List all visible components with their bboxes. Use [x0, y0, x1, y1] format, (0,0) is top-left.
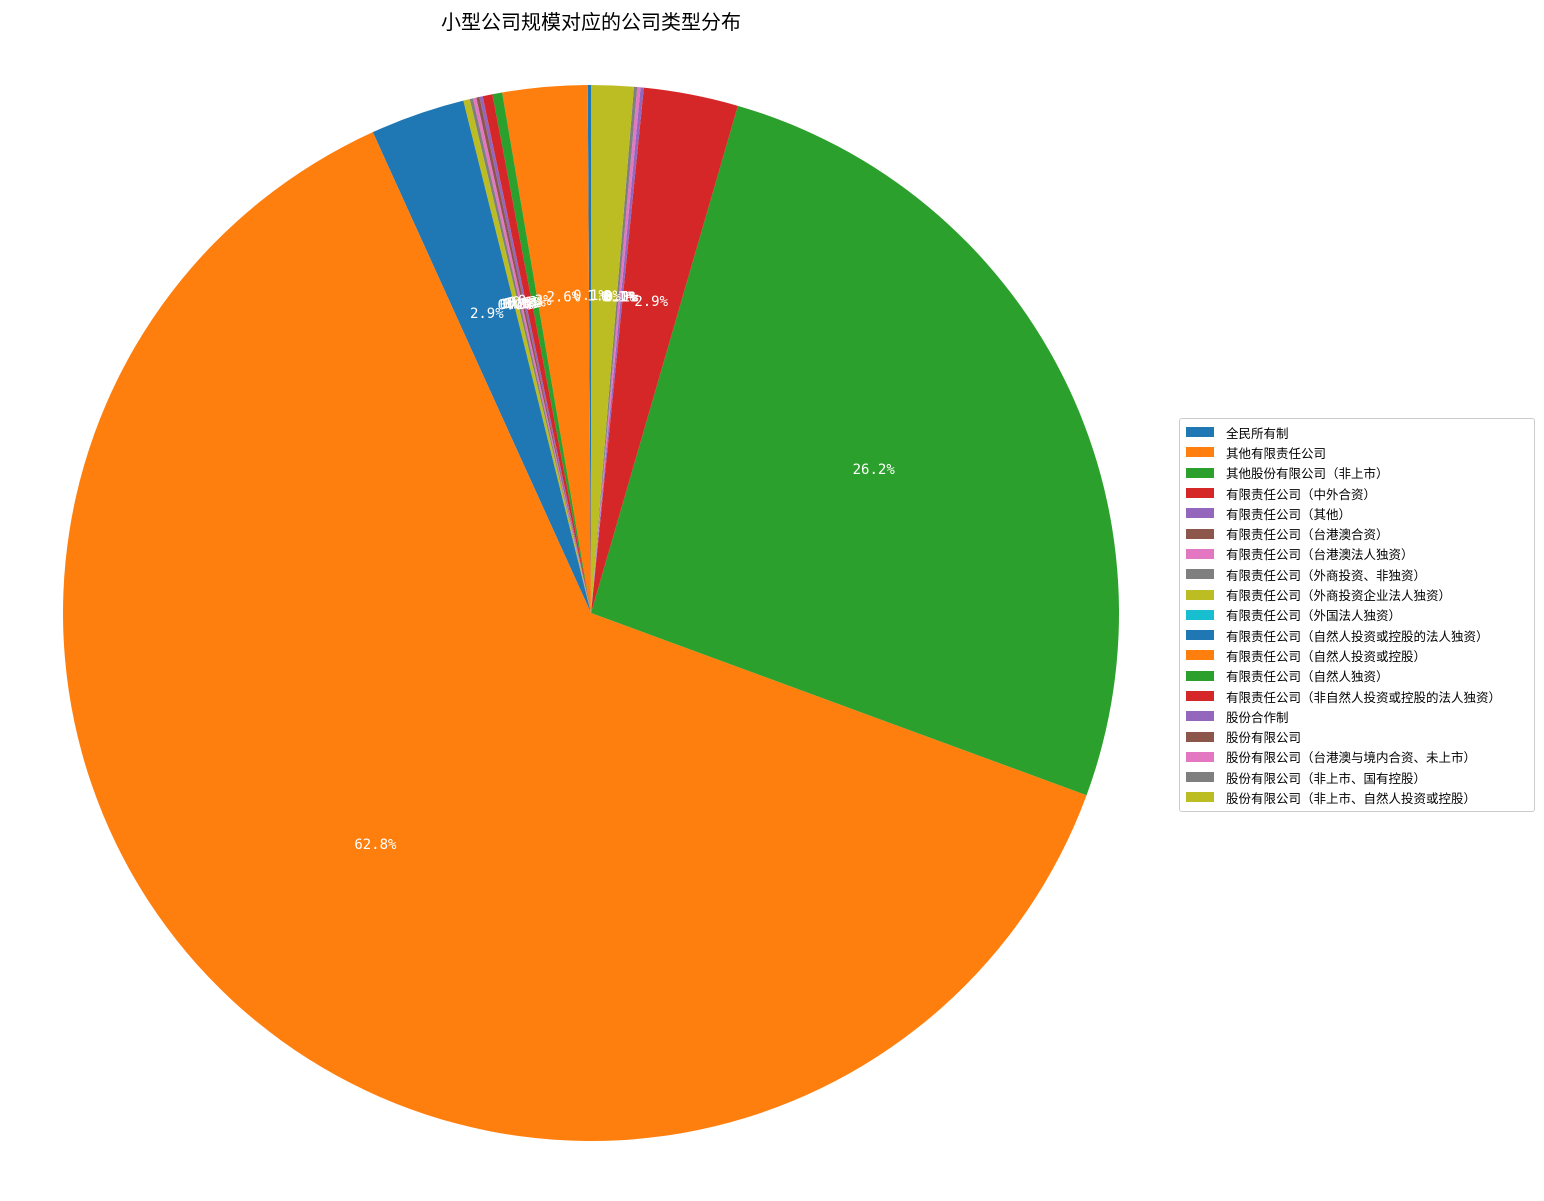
- legend-label: 有限责任公司（外商投资、非独资）: [1226, 567, 1427, 583]
- pie-slice-8: [469, 98, 591, 614]
- legend-item: 有限责任公司（非自然人投资或控股的法人独资）: [1186, 686, 1534, 706]
- legend-item: 有限责任公司（其他）: [1186, 503, 1534, 523]
- legend-label: 有限责任公司（台港澳合资）: [1226, 527, 1389, 543]
- pie-slice-2: [502, 85, 591, 613]
- pie-label-15: 0.1%: [605, 290, 639, 306]
- pie-slice-17: [591, 87, 641, 613]
- pie-label-5: 0.1%: [508, 295, 542, 311]
- legend-label: 其他有限责任公司: [1226, 445, 1327, 461]
- legend-label: 有限责任公司（自然人投资或控股）: [1226, 648, 1427, 664]
- pie-label-2: 2.6%: [546, 289, 580, 305]
- legend-label: 股份有限公司（非上市、国有控股）: [1226, 770, 1427, 786]
- legend-item: 有限责任公司（自然人投资或控股的法人独资）: [1186, 625, 1534, 645]
- legend-swatch: [1186, 467, 1214, 478]
- legend-item: 全民所有制: [1186, 422, 1534, 442]
- legend-swatch: [1186, 792, 1214, 803]
- legend-label: 股份有限公司: [1226, 730, 1302, 746]
- legend-swatch: [1186, 589, 1214, 600]
- pie-slice-14: [591, 87, 738, 613]
- pie-label-18: 0.1%: [601, 289, 635, 305]
- pie-chart: 0.1%2.6%0.3%0.3%0.1%0.1%0.1%0.1%0.2%0.0%…: [63, 85, 1120, 1141]
- legend-swatch: [1186, 691, 1214, 701]
- pie-label-9: 0.2%: [499, 297, 533, 313]
- legend-label: 其他股份有限公司（非上市）: [1226, 466, 1389, 482]
- pie-slices: [63, 85, 1120, 1141]
- pie-slice-15: [591, 87, 644, 613]
- pie-label-16: 0.0%: [604, 290, 638, 306]
- legend-swatch: [1186, 751, 1214, 762]
- pie-slice-5: [479, 96, 591, 614]
- legend-label: 有限责任公司（台港澳法人独资）: [1226, 547, 1414, 563]
- pie-label-1: 0.1%: [573, 288, 607, 304]
- legend-swatch: [1186, 609, 1214, 620]
- legend-swatch: [1186, 508, 1214, 519]
- legend-item: 有限责任公司（自然人投资或控股）: [1186, 645, 1534, 665]
- pie-slice-1: [587, 85, 591, 613]
- legend-label: 有限责任公司（外国法人独资）: [1226, 608, 1402, 624]
- pie-slice-4: [482, 94, 591, 614]
- legend-swatch: [1186, 772, 1214, 783]
- pie-slice-19: [591, 85, 634, 613]
- pie-slice-13: [591, 105, 1120, 796]
- pie-label-8: 0.1%: [502, 296, 536, 312]
- legend-swatch: [1186, 711, 1214, 722]
- legend-item: 有限责任公司（中外合资）: [1186, 483, 1534, 503]
- legend-label: 有限责任公司（其他）: [1226, 506, 1352, 522]
- legend-label: 股份有限公司（非上市、自然人投资或控股）: [1226, 790, 1477, 806]
- pie-label-10: 0.0%: [498, 298, 532, 314]
- legend-swatch: [1186, 650, 1214, 661]
- legend-swatch: [1186, 488, 1214, 499]
- pie-percent-labels: 0.1%2.6%0.3%0.3%0.1%0.1%0.1%0.1%0.2%0.0%…: [354, 288, 895, 853]
- pie-slice-9: [463, 99, 591, 614]
- pie-label-12: 62.8%: [354, 837, 397, 853]
- legend-item: 有限责任公司（外商投资企业法人独资）: [1186, 584, 1534, 604]
- legend-swatch: [1186, 548, 1214, 559]
- legend-swatch: [1186, 528, 1214, 539]
- legend-label: 股份合作制: [1226, 709, 1289, 725]
- legend-item: 股份有限公司: [1186, 726, 1534, 746]
- pie-label-11: 2.9%: [470, 306, 504, 322]
- legend-swatch: [1186, 447, 1214, 458]
- legend-item: 有限责任公司（台港澳合资）: [1186, 523, 1534, 543]
- legend-item: 股份有限公司（非上市、国有控股）: [1186, 767, 1534, 787]
- pie-slice-11: [372, 100, 591, 614]
- legend-swatch: [1186, 427, 1214, 438]
- pie-label-14: 2.9%: [634, 294, 668, 310]
- legend-label: 全民所有制: [1226, 425, 1289, 441]
- pie-slice-18: [591, 86, 638, 613]
- pie-slice-6: [476, 96, 591, 614]
- legend-label: 有限责任公司（中外合资）: [1226, 486, 1377, 502]
- legend-item: 其他股份有限公司（非上市）: [1186, 463, 1534, 483]
- pie-label-4: 0.3%: [512, 294, 546, 310]
- legend-item: 股份有限公司（非上市、自然人投资或控股）: [1186, 787, 1534, 807]
- legend-item: 有限责任公司（外国法人独资）: [1186, 605, 1534, 625]
- pie-label-6: 0.1%: [506, 296, 540, 312]
- chart-legend: 全民所有制其他有限责任公司其他股份有限公司（非上市） 有限责任公司（中外合资） 有限…: [1179, 418, 1535, 812]
- pie-label-13: 26.2%: [853, 462, 896, 478]
- legend-label: 有限责任公司（自然人独资）: [1226, 669, 1389, 685]
- pie-label-7: 0.1%: [504, 296, 538, 312]
- legend-item: 股份有限公司（台港澳与境内合资、未上市）: [1186, 747, 1534, 767]
- legend-item: 其他有限责任公司: [1186, 442, 1534, 462]
- legend-item: 有限责任公司（自然人独资）: [1186, 666, 1534, 686]
- legend-item: 有限责任公司（外商投资、非独资）: [1186, 564, 1534, 584]
- pie-label-3: 0.3%: [518, 293, 552, 309]
- legend-swatch: [1186, 569, 1214, 580]
- legend-swatch: [1186, 630, 1214, 641]
- legend-label: 股份有限公司（台港澳与境内合资、未上市）: [1226, 750, 1477, 766]
- legend-swatch: [1186, 670, 1214, 681]
- pie-label-19: 1.3%: [587, 289, 621, 305]
- legend-item: 有限责任公司（台港澳法人独资）: [1186, 544, 1534, 564]
- chart-title: 小型公司规模对应的公司类型分布: [441, 10, 741, 34]
- legend-label: 有限责任公司（外商投资企业法人独资）: [1226, 588, 1452, 604]
- pie-slice-3: [492, 92, 591, 613]
- legend-swatch: [1186, 731, 1214, 742]
- pie-slice-12: [63, 132, 1087, 1141]
- legend-label: 有限责任公司（非自然人投资或控股的法人独资）: [1226, 689, 1502, 705]
- pie-label-17: 0.1%: [603, 290, 637, 306]
- pie-slice-7: [472, 97, 591, 613]
- legend-item: 股份合作制: [1186, 706, 1534, 726]
- legend-label: 有限责任公司（自然人投资或控股的法人独资）: [1226, 628, 1489, 644]
